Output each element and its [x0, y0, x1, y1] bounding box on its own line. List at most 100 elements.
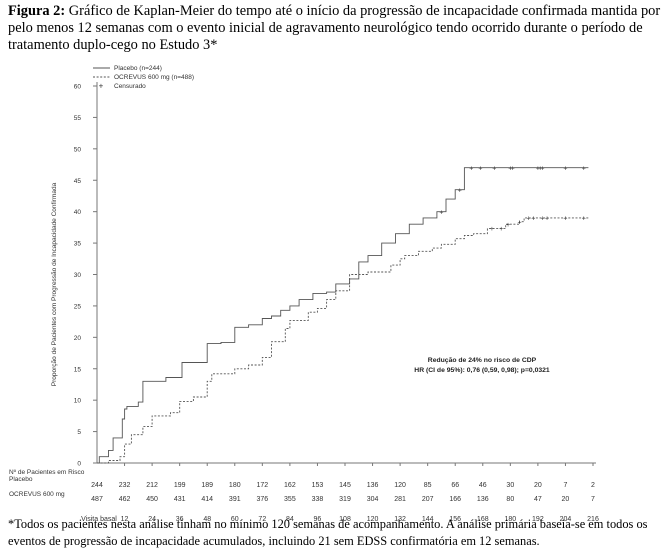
risk-value: 46 — [479, 482, 487, 489]
risk-value: 85 — [424, 482, 432, 489]
risk-value: 244 — [91, 482, 103, 489]
placebo-censored-mark: + — [563, 165, 567, 172]
placebo-censored-mark: + — [536, 165, 540, 172]
risk-value: 30 — [506, 482, 514, 489]
risk-value: 189 — [201, 482, 213, 489]
risk-row-label: OCREVUS 600 mg — [9, 491, 65, 498]
x-tick-label: 36 — [176, 516, 184, 523]
ocrevus-km-line — [97, 217, 589, 464]
ocrevus-censored-mark: + — [531, 216, 535, 223]
placebo-km-line — [97, 167, 589, 464]
ocrevus-censored-mark: + — [563, 216, 567, 223]
risk-value: 338 — [312, 496, 324, 503]
x-axis-label: Visita basal — [81, 516, 117, 523]
y-tick-label: 25 — [74, 303, 82, 310]
y-tick-label: 10 — [74, 398, 82, 405]
ocrevus-censored-mark: + — [517, 219, 521, 226]
x-tick-label: 60 — [231, 516, 239, 523]
risk-value: 212 — [146, 482, 158, 489]
risk-value: 376 — [256, 496, 268, 503]
x-tick-label: 120 — [367, 516, 379, 523]
ocrevus-censored-mark: + — [582, 216, 586, 223]
placebo-censored-mark: + — [469, 165, 473, 172]
x-tick-label: 108 — [339, 516, 351, 523]
ocrevus-censored-mark: + — [499, 226, 503, 233]
ocrevus-censored-mark: + — [527, 216, 531, 223]
x-tick-label: 204 — [560, 516, 572, 523]
y-tick-label: 20 — [74, 335, 82, 342]
x-tick-label: 48 — [203, 516, 211, 523]
risk-value: 281 — [394, 496, 406, 503]
placebo-censored-mark: + — [492, 165, 496, 172]
x-tick-label: 144 — [422, 516, 434, 523]
x-tick-label: 180 — [504, 516, 516, 523]
risk-value: 47 — [534, 496, 542, 503]
ocrevus-censored-mark: + — [540, 216, 544, 223]
risk-value: 20 — [562, 496, 570, 503]
risk-value: 207 — [422, 496, 434, 503]
risk-value: 232 — [119, 482, 131, 489]
placebo-censored-mark: + — [458, 187, 462, 194]
y-tick-label: 50 — [74, 146, 82, 153]
x-tick-label: 24 — [148, 516, 156, 523]
footnote: *Todos os pacientes nesta análise tinham… — [8, 517, 648, 548]
risk-value: 136 — [477, 496, 489, 503]
risk-value: 153 — [312, 482, 324, 489]
risk-value: 7 — [591, 496, 595, 503]
legend-ocrevus-label: OCREVUS 600 mg (n=488) — [114, 74, 194, 81]
y-tick-label: 0 — [77, 461, 81, 468]
legend-censored-label: Censurado — [114, 83, 146, 90]
x-tick-label: 168 — [477, 516, 489, 523]
risk-value: 355 — [284, 496, 296, 503]
ocrevus-censored-mark: + — [506, 222, 510, 229]
risk-value: 462 — [119, 496, 131, 503]
ocrevus-censored-mark: + — [545, 216, 549, 223]
placebo-censored-mark: + — [511, 165, 515, 172]
placebo-censored-mark: + — [439, 209, 443, 216]
risk-value: 487 — [91, 496, 103, 503]
x-tick-label: 96 — [314, 516, 322, 523]
placebo-censored-mark: + — [508, 165, 512, 172]
y-tick-label: 35 — [74, 241, 82, 248]
x-tick-label: 132 — [394, 516, 406, 523]
y-tick-label: 5 — [77, 429, 81, 436]
placebo-censored-mark: + — [538, 165, 542, 172]
risk-value: 304 — [367, 496, 379, 503]
risk-row-label: Placebo — [9, 476, 33, 483]
risk-value: 2 — [591, 482, 595, 489]
legend-placebo-label: Placebo (n=244) — [114, 65, 162, 72]
legend-censored-symbol: + — [99, 82, 104, 91]
y-tick-label: 55 — [74, 115, 82, 122]
risk-value: 391 — [229, 496, 241, 503]
risk-value: 145 — [339, 482, 351, 489]
risk-value: 120 — [394, 482, 406, 489]
risk-value: 199 — [174, 482, 186, 489]
x-tick-label: 84 — [286, 516, 294, 523]
risk-value: 166 — [449, 496, 461, 503]
placebo-censored-mark: + — [478, 165, 482, 172]
risk-value: 66 — [451, 482, 459, 489]
y-axis-label: Proporção de Pacientes com Progressão de… — [51, 182, 58, 386]
risk-value: 162 — [284, 482, 296, 489]
x-tick-label: 12 — [121, 516, 129, 523]
placebo-censored-mark: + — [540, 165, 544, 172]
figure-label: Figura 2: — [8, 3, 66, 19]
figure-caption: Figura 2: Gráfico de Kaplan-Meier do tem… — [8, 3, 664, 54]
x-tick-label: 216 — [587, 516, 599, 523]
ocrevus-censored-mark: + — [490, 226, 494, 233]
y-tick-label: 60 — [74, 84, 82, 91]
y-tick-label: 40 — [74, 209, 82, 216]
annotation-line-1: Redução de 24% no risco de CDP — [428, 357, 537, 364]
risk-value: 414 — [201, 496, 213, 503]
risk-value: 319 — [339, 496, 351, 503]
risk-value: 172 — [256, 482, 268, 489]
risk-value: 80 — [506, 496, 514, 503]
y-tick-label: 45 — [74, 178, 82, 185]
annotation-line-2: HR (CI de 95%): 0,76 (0,59, 0,98); p=0,0… — [414, 367, 550, 374]
risk-table-title: Nº de Pacientes em Risco — [9, 469, 85, 476]
figure-title: Gráfico de Kaplan-Meier do tempo até o i… — [8, 3, 661, 53]
placebo-censored-mark: + — [582, 165, 586, 172]
y-tick-label: 15 — [74, 366, 82, 373]
risk-value: 450 — [146, 496, 158, 503]
